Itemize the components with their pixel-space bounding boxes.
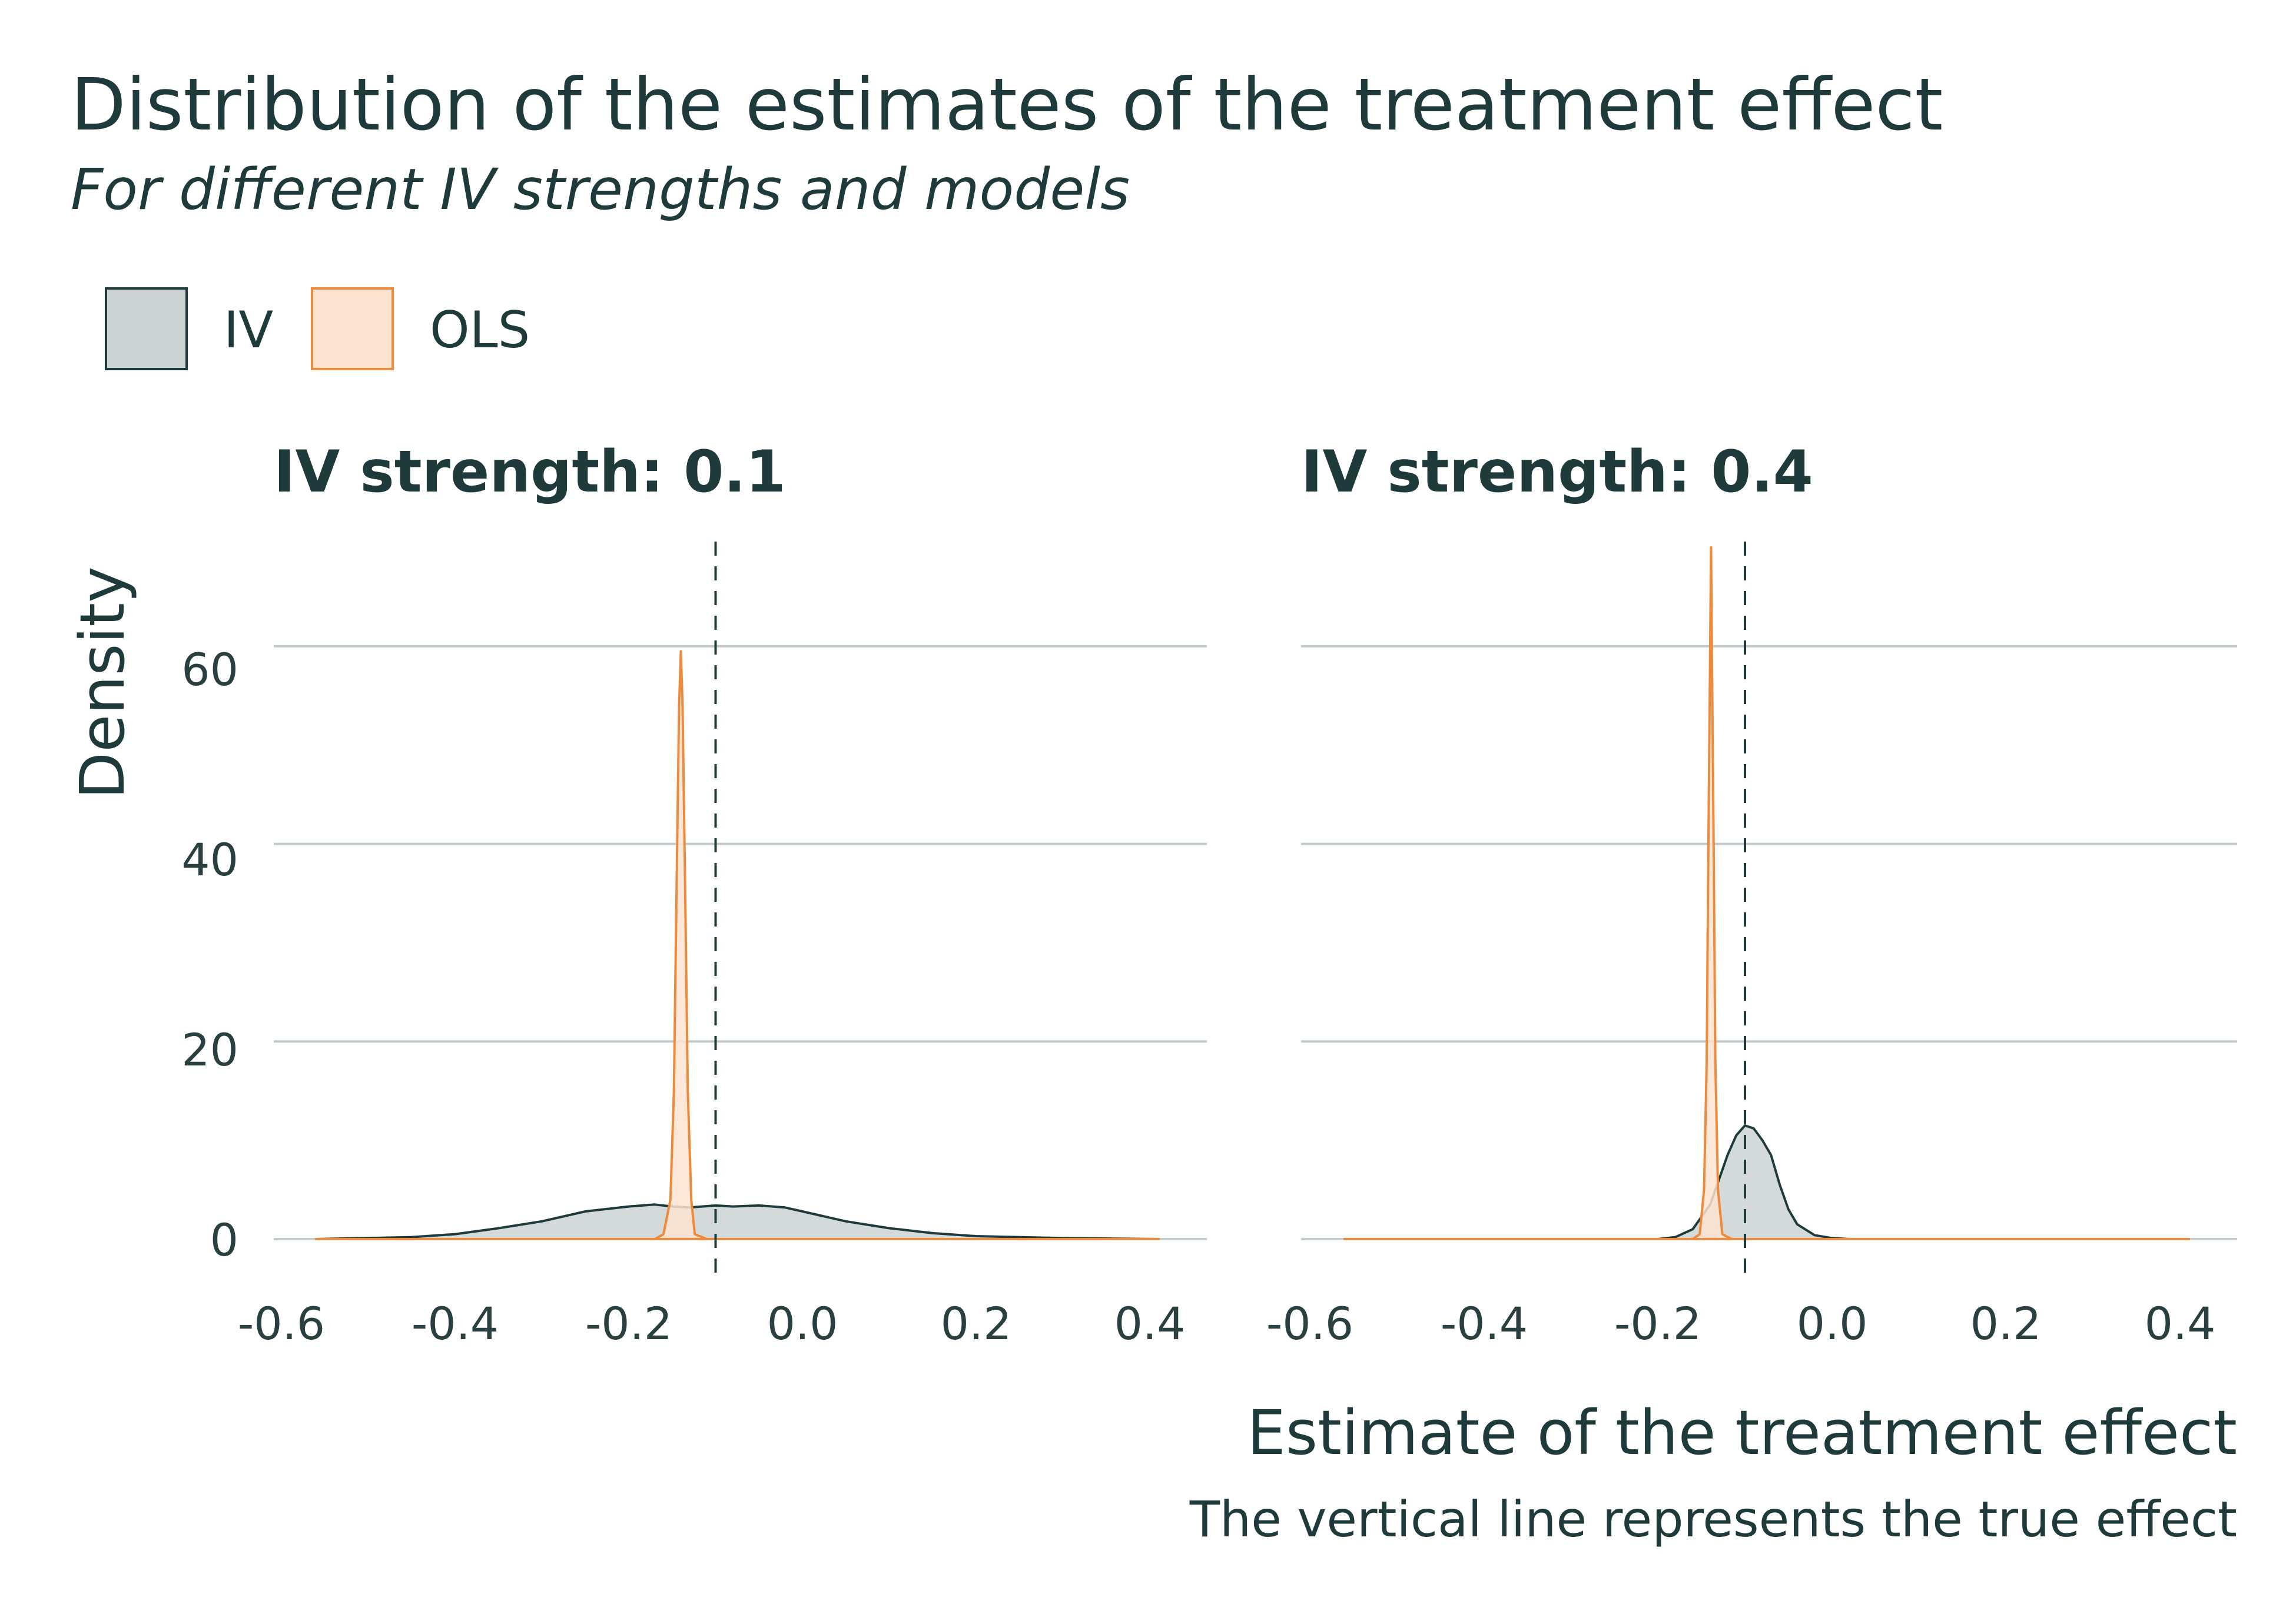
y-tick-label: 20	[181, 1024, 238, 1076]
x-tick-label: -0.2	[1614, 1297, 1701, 1350]
x-tick-label: 0.0	[1797, 1297, 1868, 1350]
y-tick-label: 0	[210, 1214, 238, 1266]
legend-key-iv	[105, 287, 188, 370]
legend: IV OLS	[105, 287, 530, 370]
legend-key-ols	[311, 287, 394, 370]
x-tick-label: 0.4	[2145, 1297, 2216, 1350]
facet-title-2: IV strength: 0.4	[1301, 439, 1813, 506]
x-tick-label: -0.6	[238, 1297, 325, 1350]
x-tick-label: -0.6	[1266, 1297, 1353, 1350]
x-axis-title: Estimate of the treatment effect	[1247, 1397, 2237, 1469]
y-tick-labels: 0 20 40 60	[181, 643, 238, 1266]
facet-title-1: IV strength: 0.1	[274, 439, 786, 506]
y-tick-label: 60	[181, 643, 238, 696]
x-tick-label: -0.4	[412, 1297, 499, 1350]
legend-label-ols: OLS	[430, 301, 530, 360]
chart-caption: The vertical line represents the true ef…	[1189, 1490, 2237, 1548]
density-area-ols	[315, 650, 1160, 1240]
legend-label-iv: IV	[224, 301, 273, 360]
x-tick-label: 0.0	[767, 1297, 838, 1350]
x-tick-label: -0.4	[1441, 1297, 1528, 1350]
density-area-ols	[1343, 546, 2190, 1240]
x-tick-labels-panel-2: -0.6 -0.4 -0.2 0.0 0.2 0.4	[1266, 1297, 2216, 1350]
y-tick-label: 40	[181, 834, 238, 886]
x-tick-label: 0.2	[941, 1297, 1012, 1350]
density-area-iv	[315, 1203, 1160, 1240]
panel-iv-strength-0-4	[1301, 542, 2237, 1277]
y-axis-title: Density	[67, 566, 138, 799]
x-tick-labels-panel-1: -0.6 -0.4 -0.2 0.0 0.2 0.4	[238, 1297, 1186, 1350]
x-tick-label: 0.2	[1970, 1297, 2042, 1350]
x-tick-label: 0.4	[1114, 1297, 1186, 1350]
chart-subtitle: For different IV strengths and models	[71, 157, 1130, 223]
panel-iv-strength-0-1	[274, 542, 1207, 1277]
density-area-iv	[1343, 1124, 2190, 1240]
x-tick-label: -0.2	[585, 1297, 672, 1350]
chart-title: Distribution of the estimates of the tre…	[71, 63, 1943, 147]
